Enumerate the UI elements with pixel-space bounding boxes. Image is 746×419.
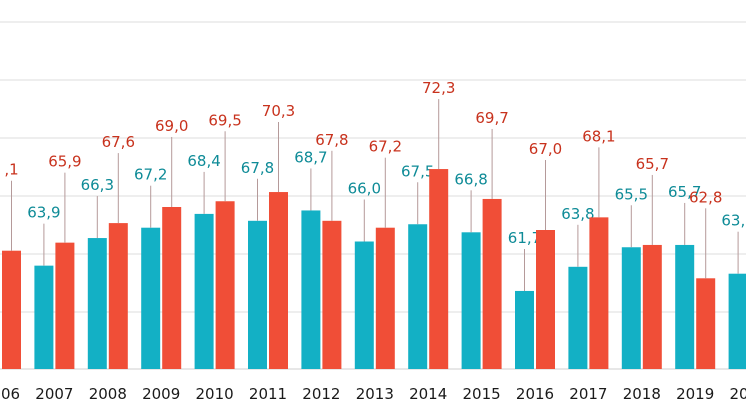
bar-2018-red: [642, 244, 662, 369]
data-label-2009-teal: 67,2: [134, 166, 167, 184]
x-tick-2012: 2012: [302, 385, 340, 403]
data-label-2008-red: 67,6: [102, 133, 135, 151]
data-label-2012-red: 67,8: [315, 131, 348, 149]
x-tick-2019: 2019: [676, 385, 714, 403]
data-label-2017-teal: 63,8: [561, 205, 594, 223]
bar-2016-red: [536, 230, 555, 369]
data-label-2015-red: 69,7: [475, 109, 508, 127]
bar-2007-teal: [34, 265, 54, 369]
bar-2015-red: [482, 198, 502, 369]
x-tick-2017: 2017: [569, 385, 607, 403]
x-tick-2007: 2007: [35, 385, 73, 403]
x-tick-2006: 2006: [0, 385, 20, 403]
bar-2014-red: [429, 169, 449, 369]
data-label-2016-teal: 61,7: [508, 229, 541, 247]
bar-2017-red: [589, 217, 609, 369]
data-label-2012-teal: 68,7: [294, 148, 327, 166]
bar-2013-teal: [354, 241, 374, 369]
data-label-2018-red: 65,7: [636, 155, 669, 173]
x-tick-2008: 2008: [89, 385, 127, 403]
bar-2009-teal: [141, 227, 161, 369]
data-label-2007-red: 65,9: [48, 153, 81, 171]
data-label-2009-red: 69,0: [155, 117, 188, 135]
x-tick-2011: 2011: [249, 385, 287, 403]
data-label-2019-teal: 65,7: [668, 183, 701, 201]
data-label-2014-red: 72,3: [422, 79, 455, 97]
data-label-2011-teal: 67,8: [241, 159, 274, 177]
data-label-2008-teal: 66,3: [81, 176, 114, 194]
data-label-2020-teal: 63,2: [721, 212, 746, 230]
data-label-2013-red: 67,2: [369, 138, 402, 156]
data-label-2013-teal: 66,0: [348, 180, 381, 198]
bar-2008-teal: [87, 238, 107, 369]
x-tick-2015: 2015: [463, 385, 501, 403]
data-label-2007-teal: 63,9: [27, 204, 60, 222]
bar-2007-red: [55, 242, 75, 369]
bar-2011-teal: [248, 220, 267, 369]
bar-2015-teal: [461, 232, 481, 369]
bar-2010-teal: [194, 213, 214, 369]
bar-2016-teal: [515, 290, 534, 369]
x-tick-2009: 2009: [142, 385, 180, 403]
bar-2013-red: [375, 227, 395, 369]
data-label-2016-red: 67,0: [529, 140, 562, 158]
x-tick-2014: 2014: [409, 385, 447, 403]
bar-2008-red: [108, 223, 128, 369]
data-label-2011-red: 70,3: [262, 102, 295, 120]
bar-2010-red: [215, 201, 235, 369]
bar-2019-teal: [675, 244, 695, 369]
bar-2006-red: [2, 250, 21, 369]
bar-2018-teal: [621, 247, 641, 369]
bar-2011-red: [269, 192, 288, 369]
data-label-2010-teal: 68,4: [187, 152, 220, 170]
data-label-2010-red: 69,5: [208, 111, 241, 129]
data-label-2014-teal: 67,5: [401, 162, 434, 180]
bar-2009-red: [162, 207, 182, 369]
bar-2019-red: [696, 278, 716, 369]
data-label-2019-red: 62,8: [689, 188, 722, 206]
x-tick-2018: 2018: [623, 385, 661, 403]
data-label-2017-red: 68,1: [582, 127, 615, 145]
x-tick-2020: 2020: [730, 385, 746, 403]
data-label-2006-red: ,1: [4, 161, 18, 179]
bar-2017-teal: [568, 266, 588, 369]
bar-2020-teal: [728, 273, 746, 369]
x-tick-2013: 2013: [356, 385, 394, 403]
data-label-2015-teal: 66,8: [454, 170, 487, 188]
bar-2014-teal: [408, 224, 428, 369]
data-label-2018-teal: 65,5: [615, 185, 648, 203]
x-tick-2016: 2016: [516, 385, 554, 403]
x-tick-2010: 2010: [196, 385, 234, 403]
bar-2012-red: [322, 220, 342, 369]
bar-2012-teal: [301, 210, 321, 369]
